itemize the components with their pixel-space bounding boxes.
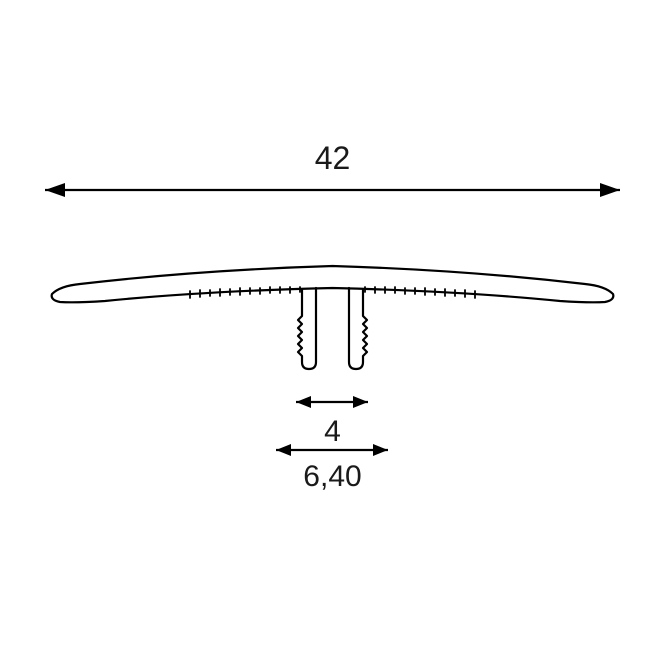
label-slot-outer: 6,40 bbox=[303, 460, 361, 494]
diagram-canvas: 42 4 6,40 bbox=[0, 0, 665, 665]
leg-left bbox=[298, 288, 316, 369]
dimension-line-slot-inner bbox=[296, 396, 368, 408]
leg-right bbox=[349, 288, 367, 369]
label-slot-inner: 4 bbox=[324, 415, 341, 449]
profile-cross-section bbox=[52, 266, 614, 369]
label-overall-width: 42 bbox=[315, 140, 351, 177]
diagram-svg bbox=[0, 0, 665, 665]
dimension-line-overall bbox=[45, 183, 620, 197]
